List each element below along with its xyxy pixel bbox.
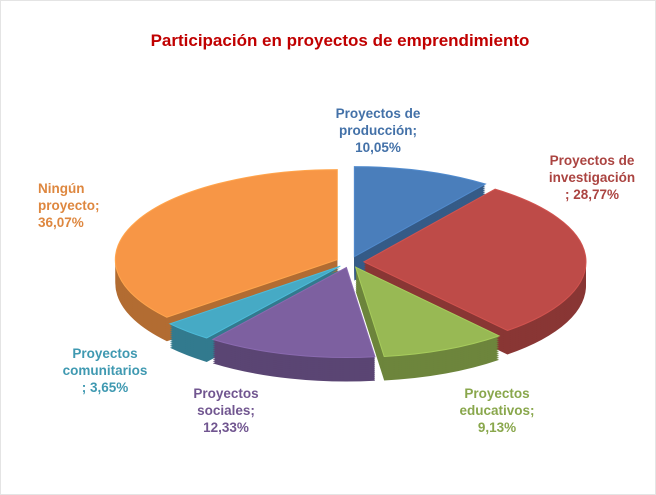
chart-title: Participación en proyectos de emprendimi… (151, 31, 530, 50)
slice (114, 169, 338, 318)
data-label: Proyectos sociales; 12,33% (193, 386, 258, 435)
data-label: Proyectos comunitarios; 3,65% (63, 346, 148, 395)
data-label: Proyectos de producción; 10,05% (336, 106, 421, 155)
slice (211, 266, 376, 358)
data-label: Proyectos de investigación; 28,77% (549, 153, 635, 202)
slice (354, 266, 501, 357)
slice (168, 265, 341, 339)
slice (362, 188, 587, 332)
data-label: Ningún proyecto; 36,07% (38, 181, 100, 230)
data-label: Proyectos educativos; 9,13% (459, 386, 534, 435)
slice (353, 166, 487, 258)
